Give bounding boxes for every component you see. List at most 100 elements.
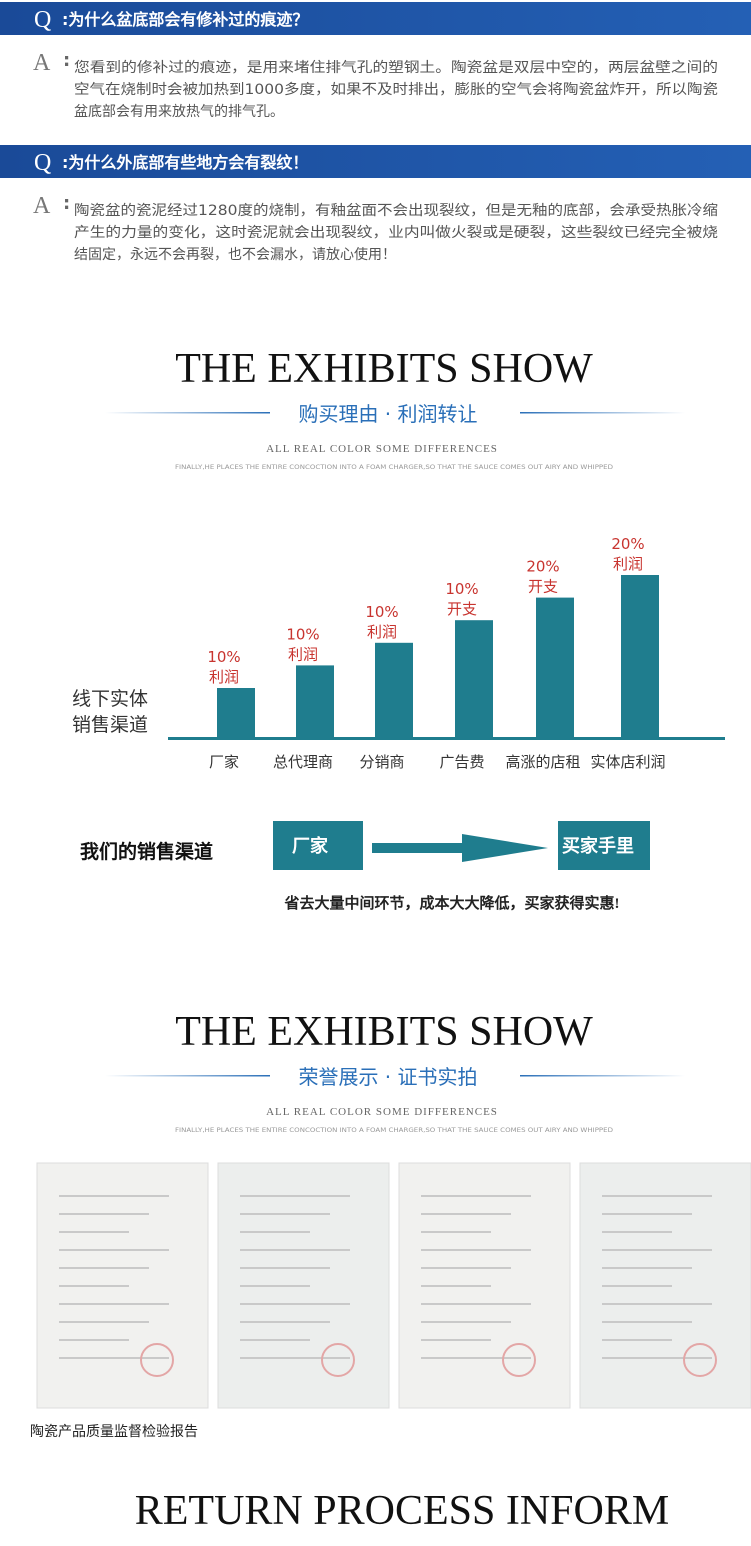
certificates bbox=[36, 1162, 751, 1409]
exhibit-caption: ALL REAL COLOR SOME DIFFERENCES bbox=[266, 1106, 498, 1118]
certificate-line bbox=[240, 1321, 330, 1323]
bar-label: 开支 bbox=[528, 578, 558, 596]
certificate-line bbox=[240, 1303, 350, 1305]
answer-line: 空气在烧制时会被加热到1000多度，如果不及时排出，膨胀的空气会将陶瓷盆炸开，所… bbox=[74, 81, 718, 98]
arrow-shaft bbox=[372, 843, 472, 853]
certificate-line bbox=[59, 1249, 169, 1251]
bar-label: 利润 bbox=[288, 645, 318, 663]
certificate-line bbox=[602, 1339, 672, 1341]
certificate-line bbox=[240, 1339, 310, 1341]
certificate-line bbox=[602, 1267, 692, 1269]
certificate-line bbox=[240, 1213, 330, 1215]
return-title: RETURN PROCESS INFORM bbox=[135, 1488, 669, 1534]
rule-right bbox=[520, 412, 685, 414]
bar-percent: 20% bbox=[611, 535, 644, 553]
certificate-line bbox=[602, 1285, 672, 1287]
answer-line: 结固定，永远不会再裂，也不会漏水，请放心使用！ bbox=[74, 246, 396, 263]
exhibit-title: THE EXHIBITS SHOW bbox=[175, 346, 593, 392]
certificate-line bbox=[602, 1303, 712, 1305]
certificate-line bbox=[59, 1303, 169, 1305]
bar-label: 利润 bbox=[367, 623, 397, 641]
certificate-caption: 陶瓷产品质量监督检验报告 bbox=[30, 1424, 198, 1440]
category: 分销商 bbox=[359, 753, 404, 771]
certificate-line bbox=[421, 1357, 531, 1359]
exhibit-caption: ALL REAL COLOR SOME DIFFERENCES bbox=[266, 443, 498, 455]
certificate-line bbox=[602, 1321, 692, 1323]
rule-left bbox=[105, 1075, 270, 1077]
certificate-line bbox=[421, 1321, 511, 1323]
bar bbox=[296, 665, 334, 737]
bar-percent: 10% bbox=[445, 580, 478, 598]
bar-percent: 10% bbox=[286, 625, 319, 643]
certificate-line bbox=[421, 1249, 531, 1251]
answer-line: 陶瓷盆的瓷泥经过1280度的烧制，有釉盆面不会出现裂纹，但是无釉的底部，会承受热… bbox=[74, 203, 718, 219]
rule-left bbox=[105, 412, 270, 414]
q-letter: Q bbox=[34, 7, 51, 33]
certificate-line bbox=[59, 1357, 169, 1359]
exhibit-fine-print: FINALLY,HE PLACES THE ENTIRE CONCOCTION … bbox=[175, 464, 613, 471]
a-letter: A bbox=[33, 193, 51, 219]
certificate-line bbox=[59, 1285, 129, 1287]
from-label: 厂家 bbox=[292, 835, 329, 856]
faq: Q:为什么盆底部会有修补过的痕迹？A: 您看到的修补过的痕迹，是用来堵住排气孔的塑… bbox=[0, 2, 751, 263]
bar-percent: 20% bbox=[526, 558, 559, 576]
certificate-line bbox=[240, 1195, 350, 1197]
baseline bbox=[168, 737, 725, 740]
channel-label: 我们的销售渠道 bbox=[80, 840, 213, 863]
bar bbox=[621, 575, 659, 737]
certificate-line bbox=[240, 1267, 330, 1269]
bar-label: 开支 bbox=[447, 600, 477, 618]
to-box bbox=[558, 821, 650, 870]
certificate-line bbox=[421, 1285, 491, 1287]
bar bbox=[375, 642, 413, 737]
rule-right bbox=[520, 1075, 685, 1077]
exhibit-fine-print: FINALLY,HE PLACES THE ENTIRE CONCOCTION … bbox=[175, 1127, 613, 1134]
certificate-line bbox=[59, 1267, 149, 1269]
exhibits: THE EXHIBITS SHOW 购买理由 · 利润转让 ALL REAL COL… bbox=[105, 346, 685, 1134]
certificate-line bbox=[421, 1267, 511, 1269]
certificate-line bbox=[602, 1195, 712, 1197]
category: 总代理商 bbox=[273, 753, 333, 771]
certificate-line bbox=[602, 1213, 692, 1215]
answer-line: 您看到的修补过的痕迹，是用来堵住排气孔的塑钢土。陶瓷盆是双层中空的，两层盆壁之间… bbox=[74, 59, 718, 76]
to-label: 买家手里 bbox=[562, 835, 634, 856]
certificate-line bbox=[59, 1339, 129, 1341]
certificate-line bbox=[59, 1321, 149, 1323]
a-colon: : bbox=[63, 193, 70, 214]
certificate-line bbox=[240, 1249, 350, 1251]
our-channel: 我们的销售渠道 厂家 买家手里 省去大量中间环节，成本大大降低，买家获得实惠! bbox=[80, 821, 650, 912]
bar-label: 利润 bbox=[209, 668, 239, 686]
certificate-line bbox=[421, 1303, 531, 1305]
certificate-line bbox=[602, 1249, 712, 1251]
question: :为什么盆底部会有修补过的痕迹？ bbox=[62, 10, 308, 29]
certificate-line bbox=[602, 1231, 672, 1233]
bar bbox=[217, 688, 255, 737]
certificate-line bbox=[240, 1285, 310, 1287]
question-bar bbox=[0, 2, 751, 35]
exhibit-subtitle: 荣誉展示 · 证书实拍 bbox=[298, 1065, 477, 1089]
bar-percent: 10% bbox=[207, 648, 240, 666]
bar-label: 利润 bbox=[613, 555, 643, 573]
certificate-line bbox=[602, 1357, 712, 1359]
question: :为什么外底部有些地方会有裂纹！ bbox=[62, 153, 308, 172]
category: 高涨的店租 bbox=[505, 753, 580, 771]
from-box bbox=[273, 821, 363, 870]
exhibit-title: THE EXHIBITS SHOW bbox=[175, 1009, 593, 1055]
certificate-line bbox=[240, 1231, 310, 1233]
certificate-line bbox=[421, 1195, 531, 1197]
category: 实体店利润 bbox=[590, 753, 665, 771]
certificate-seal bbox=[321, 1343, 355, 1377]
category: 厂家 bbox=[209, 753, 239, 771]
question-bar bbox=[0, 145, 751, 178]
side-label: 线下实体 bbox=[72, 688, 148, 710]
side-label: 销售渠道 bbox=[72, 714, 148, 736]
certificate-line bbox=[421, 1339, 491, 1341]
a-colon: : bbox=[63, 50, 70, 71]
channel-note: 省去大量中间环节，成本大大降低，买家获得实惠! bbox=[284, 894, 620, 912]
answer-line: 产生的力量的变化，这时瓷泥就会出现裂纹，业内叫做火裂或是硬裂，这些裂纹已经完全被… bbox=[74, 224, 718, 241]
bar bbox=[455, 620, 493, 737]
certificate-line bbox=[240, 1357, 350, 1359]
certificate-seal bbox=[683, 1343, 717, 1377]
